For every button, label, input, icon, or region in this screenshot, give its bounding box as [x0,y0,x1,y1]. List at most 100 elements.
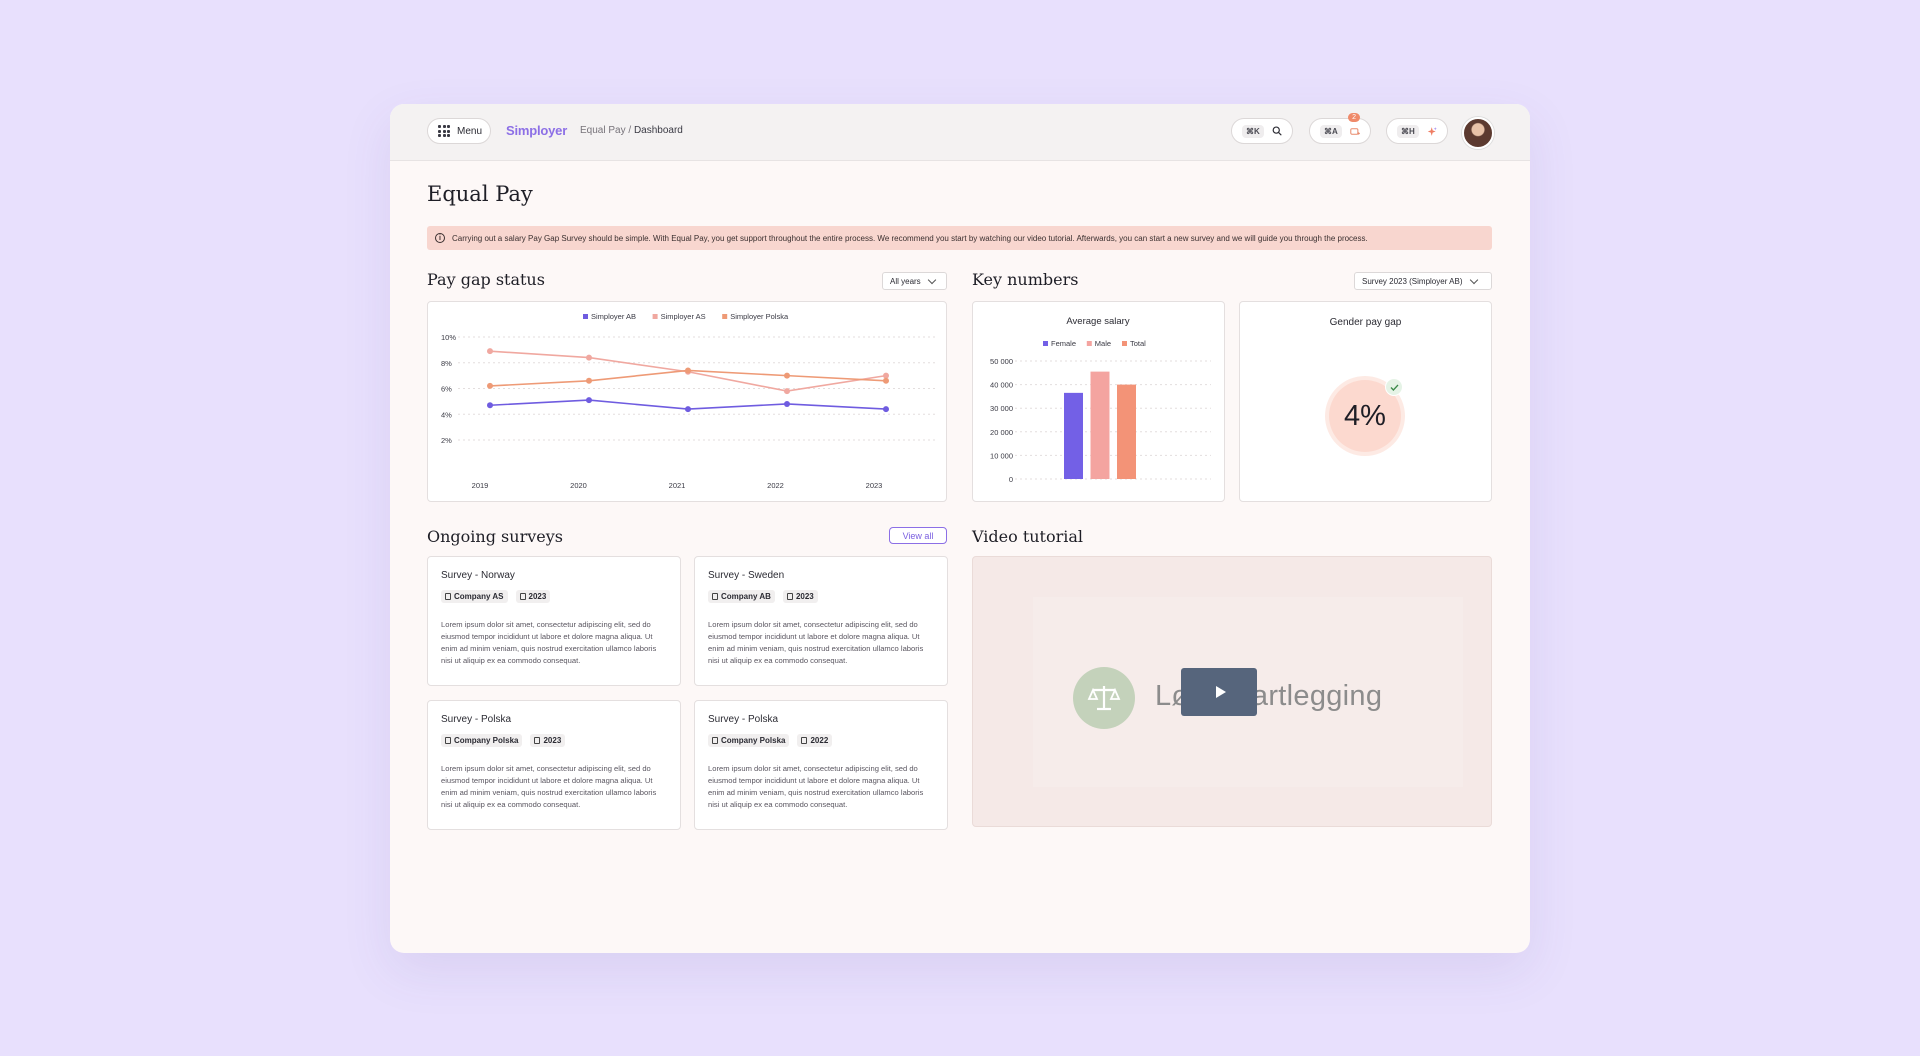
y-tick-label: 10% [441,333,456,342]
survey-filter-dropdown[interactable]: Survey 2023 (Simployer AB) [1354,272,1492,290]
survey-filter-value: Survey 2023 (Simployer AB) [1362,276,1463,286]
year-filter-value: All years [890,276,921,286]
y-tick-label: 4% [441,410,452,419]
company-tag: Company Polska [441,734,523,747]
ai-assistant-button[interactable]: ⌘H [1386,118,1448,144]
data-point [586,397,592,404]
apps-button[interactable]: ⌘A 2 [1309,113,1371,144]
data-point [784,388,790,395]
survey-card[interactable]: Survey - Polska Company Polska 2022 Lore… [694,700,948,830]
legend-label: Female [1051,339,1076,348]
search-icon [1272,126,1282,136]
pay-gap-title: Pay gap status [427,270,545,289]
y-tick-label: 20 000 [990,428,1013,437]
menu-label: Menu [457,125,483,137]
year-filter-dropdown[interactable]: All years [882,272,947,290]
survey-description: Lorem ipsum dolor sit amet, consectetur … [441,620,657,665]
legend-label: Simployer AS [661,312,706,321]
building-icon [445,593,451,600]
menu-button[interactable]: Menu [427,118,491,144]
breadcrumb-parent[interactable]: Equal Pay [580,125,626,136]
y-tick-label: 8% [441,359,452,368]
y-tick-label: 6% [441,385,452,394]
search-button[interactable]: ⌘K [1231,118,1293,144]
survey-card[interactable]: Survey - Sweden Company AB 2023 Lorem ip… [694,556,948,686]
survey-year: 2022 [810,736,829,745]
x-tick-label: 2023 [866,481,883,490]
data-point [487,402,493,409]
ongoing-surveys-title: Ongoing surveys [427,527,563,546]
info-alert: i Carrying out a salary Pay Gap Survey s… [427,226,1492,250]
data-point [883,377,889,384]
video-player[interactable]: Lønnskartlegging [972,556,1492,827]
survey-card[interactable]: Survey - Norway Company AS 2023 Lorem ip… [427,556,681,686]
chevron-down-icon [927,275,936,284]
chevron-down-icon [1469,275,1478,284]
survey-year: 2023 [795,592,814,601]
check-icon [1385,378,1403,396]
survey-title: Survey - Polska [441,714,512,725]
data-point [487,382,493,389]
company-name: Company AS [454,592,504,601]
legend-swatch [1122,341,1127,346]
view-all-button[interactable]: View all [889,527,947,544]
brand-logo[interactable]: Simployer [506,123,568,138]
survey-year: 2023 [543,736,562,745]
y-tick-label: 50 000 [990,357,1013,366]
app-grid-icon [438,125,450,137]
y-tick-label: 40 000 [990,381,1013,390]
top-bar: Menu Simployer Equal Pay / Dashboard ⌘K … [390,104,1530,161]
y-tick-label: 30 000 [990,404,1013,413]
calendar-icon [534,737,541,744]
building-icon [712,593,718,600]
calendar-icon [519,593,526,600]
survey-description: Lorem ipsum dolor sit amet, consectetur … [441,764,657,809]
company-name: Company Polska [454,736,519,745]
breadcrumb: Equal Pay / Dashboard [580,125,683,136]
x-tick-label: 2021 [669,481,686,490]
x-tick-label: 2020 [570,481,587,490]
data-point [883,372,889,379]
breadcrumb-current: Dashboard [633,125,683,136]
pay-gap-line-chart: Simployer AB Simployer AS Simployer Polska… [441,312,936,490]
y-tick-label: 10 000 [990,451,1013,460]
app-window: Menu Simployer Equal Pay / Dashboard ⌘K … [390,104,1530,953]
building-icon [712,737,718,744]
data-point [784,372,790,379]
info-icon: i [435,233,445,243]
legend-label: Simployer AB [591,312,636,321]
alert-text: Carrying out a salary Pay Gap Survey sho… [452,233,1368,243]
key-numbers-title: Key numbers [972,270,1079,289]
data-point [586,377,592,384]
page-title: Equal Pay [427,182,533,206]
year-tag: 2023 [530,734,566,747]
survey-title: Survey - Polska [708,714,779,725]
y-tick-label: 0 [1009,475,1013,484]
year-tag: 2022 [797,734,833,747]
survey-title: Survey - Norway [441,570,515,581]
y-tick-label: 2% [441,436,452,445]
company-name: Company Polska [721,736,786,745]
survey-description: Lorem ipsum dolor sit amet, consectetur … [708,764,924,809]
user-avatar[interactable] [1462,117,1494,149]
survey-card[interactable]: Survey - Polska Company Polska 2023 Lore… [427,700,681,830]
data-point [883,406,889,413]
company-name: Company AB [721,592,771,601]
apps-shortcut: ⌘A [1320,124,1342,138]
search-shortcut: ⌘K [1242,124,1264,138]
data-point [685,406,691,413]
legend-swatch [652,314,658,319]
play-button[interactable] [1181,668,1257,716]
average-salary-card: Average salary Female Male Total 0 10 000 20 0… [972,301,1225,502]
company-tag: Company AB [708,590,775,603]
pay-gap-chart-card: Simployer AB Simployer AS Simployer Polska… [427,301,947,502]
gender-pay-gap-value: 4% [1344,399,1386,432]
apps-badge: 2 [1348,113,1360,122]
bar-male [1090,371,1110,479]
building-icon [445,737,451,744]
legend-swatch [583,314,588,319]
legend-label: Simployer Polska [730,312,789,321]
video-tutorial-title: Video tutorial [972,527,1084,546]
survey-title: Survey - Sweden [708,570,785,581]
play-icon [1215,686,1226,698]
